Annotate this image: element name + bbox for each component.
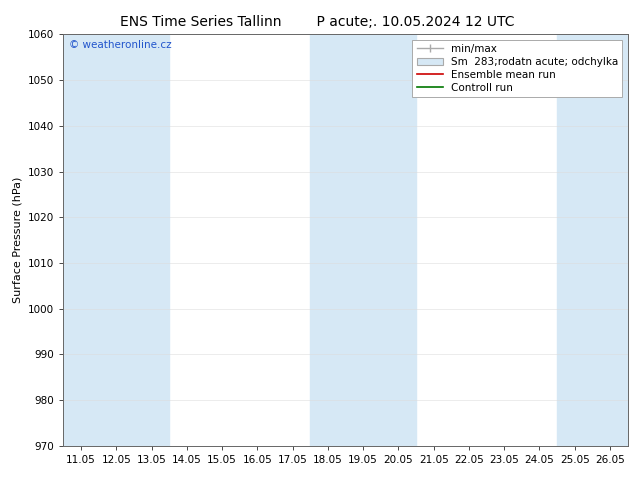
Bar	[346, 34, 381, 446]
Bar	[310, 34, 346, 446]
Legend: min/max, Sm  283;rodatn acute; odchylka, Ensemble mean run, Controll run: min/max, Sm 283;rodatn acute; odchylka, …	[413, 40, 623, 97]
Text: © weatheronline.cz: © weatheronline.cz	[69, 41, 172, 50]
Bar	[134, 34, 169, 446]
Y-axis label: Surface Pressure (hPa): Surface Pressure (hPa)	[13, 177, 23, 303]
Bar	[592, 34, 628, 446]
Bar	[99, 34, 134, 446]
Bar	[557, 34, 592, 446]
Bar	[381, 34, 416, 446]
Bar	[63, 34, 99, 446]
Text: ENS Time Series Tallinn        P acute;. 10.05.2024 12 UTC: ENS Time Series Tallinn P acute;. 10.05.…	[120, 15, 514, 29]
